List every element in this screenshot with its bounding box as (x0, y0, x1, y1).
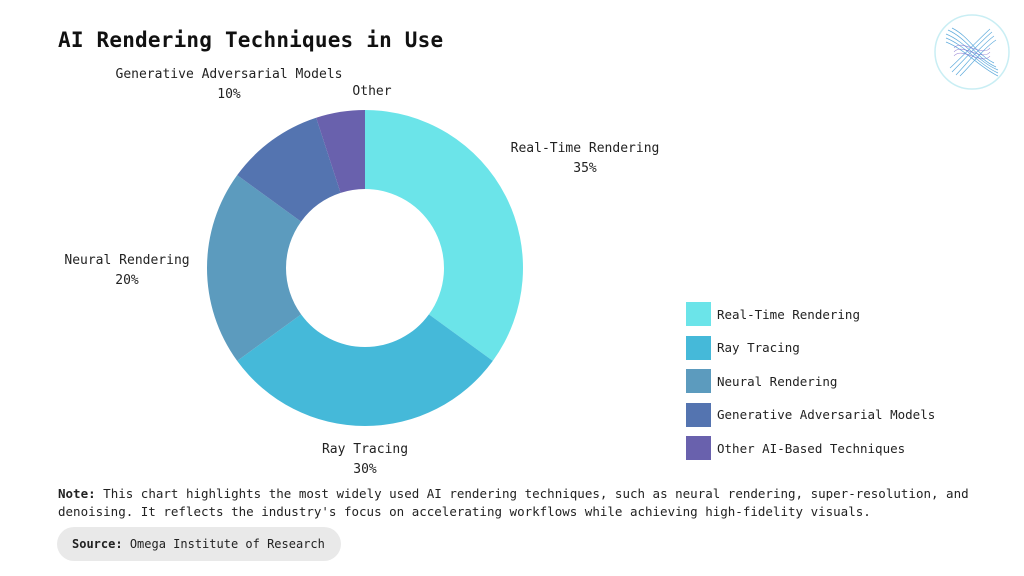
slice-neural-rendering (206, 175, 302, 361)
slice-label-real-time-rendering: Real-Time Rendering (511, 141, 660, 156)
legend-item-generative-adversarial-models: Generative Adversarial Models (686, 402, 936, 427)
slice-label-neural-rendering: Neural Rendering (64, 253, 189, 268)
slice-value-generative-adversarial-models: 10% (217, 87, 241, 102)
legend-label: Other AI-Based Techniques (717, 440, 906, 456)
note-label: Note: (58, 486, 96, 501)
logo-icon (934, 14, 1010, 90)
chart-note: Note: This chart highlights the most wid… (58, 485, 978, 521)
source-label: Source: (72, 537, 123, 551)
chart-title: AI Rendering Techniques in Use (58, 28, 444, 52)
legend-swatch (686, 369, 711, 393)
note-text: This chart highlights the most widely us… (58, 486, 969, 519)
slice-value-real-time-rendering: 35% (573, 161, 597, 176)
legend-label: Neural Rendering (717, 373, 838, 389)
slice-value-neural-rendering: 20% (115, 273, 139, 288)
legend-swatch (686, 402, 711, 427)
slice-real-time-rendering (365, 110, 523, 361)
slice-label-generative-adversarial-models: Generative Adversarial Models (116, 67, 343, 82)
legend-label: Real-Time Rendering (717, 306, 860, 322)
chart-legend: Real-Time Rendering Ray Tracing Neural Ren… (686, 302, 935, 470)
legend-label: Generative Adversarial Models (717, 407, 936, 422)
slice-generative-adversarial-models (237, 117, 341, 222)
legend-swatch (686, 302, 711, 326)
slice-ray-tracing (237, 314, 493, 426)
legend-label: Ray Tracing (717, 340, 800, 355)
legend-swatch (686, 436, 711, 460)
slice-other (316, 110, 365, 193)
source-text: Omega Institute of Research (129, 537, 325, 551)
legend-item-ray-tracing: Ray Tracing (686, 335, 935, 360)
legend-item-real-time-rendering: Real-Time Rendering (686, 302, 935, 326)
legend-item-neural-rendering: Neural Rendering (686, 369, 935, 393)
source-badge: Source: Omega Institute of Research (57, 527, 341, 561)
slice-label-other: Other (352, 84, 391, 99)
legend-item-other-ai-based-techniques: Other AI-Based Techniques (686, 436, 935, 460)
slice-label-ray-tracing: Ray Tracing (322, 442, 408, 457)
legend-swatch (686, 335, 711, 360)
slice-value-ray-tracing: 30% (353, 462, 377, 477)
